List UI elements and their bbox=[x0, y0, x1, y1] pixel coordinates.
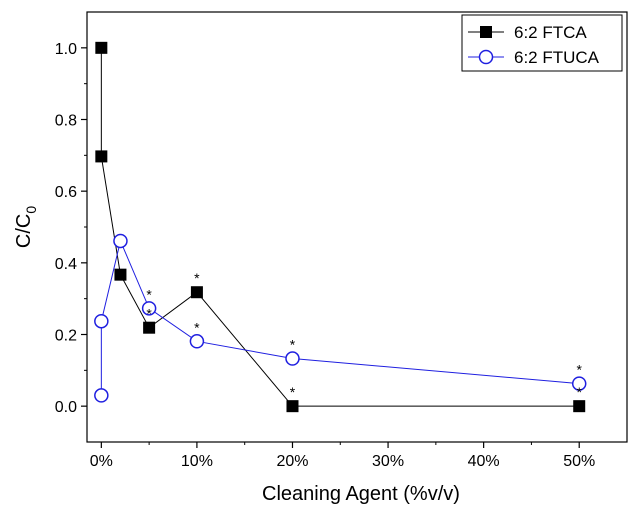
significance-markers: * * * * * * * * bbox=[146, 270, 582, 400]
x-axis-title: Cleaning Agent (%v/v) bbox=[262, 483, 460, 505]
plot-frame bbox=[86, 11, 628, 443]
data-point-circle bbox=[141, 301, 157, 316]
series-line bbox=[100, 239, 580, 396]
y-axis-title-subscript: 0 bbox=[23, 206, 39, 214]
significance-star: * bbox=[146, 306, 152, 322]
data-point-circle bbox=[285, 351, 300, 366]
data-point-circle bbox=[94, 388, 109, 403]
significance-star: * bbox=[576, 362, 582, 378]
x-tick-label: 40% bbox=[468, 453, 500, 470]
data-point-square bbox=[95, 150, 108, 163]
x-tick-label: 50% bbox=[563, 453, 595, 470]
legend-label-ftuca: 6:2 FTUCA bbox=[514, 48, 600, 67]
data-point-square bbox=[114, 268, 127, 281]
significance-star: * bbox=[194, 319, 200, 335]
x-tick-label: 0% bbox=[90, 453, 113, 470]
legend-marker-ftuca bbox=[478, 49, 494, 65]
legend: 6:2 FTCA 6:2 FTUCA bbox=[461, 14, 623, 72]
x-axis: 0% 10% 20% 30% 40% 50% bbox=[90, 442, 595, 470]
series-layer bbox=[94, 41, 587, 413]
legend-marker-ftca bbox=[480, 26, 492, 38]
y-tick-label: 0.6 bbox=[55, 184, 77, 201]
legend-label-ftca: 6:2 FTCA bbox=[514, 23, 587, 42]
y-axis: 0.0 0.2 0.4 0.6 0.8 1.0 bbox=[55, 41, 87, 416]
y-tick-label: 0.4 bbox=[55, 256, 77, 273]
data-point-square bbox=[286, 400, 299, 413]
y-axis-title: C/C0 bbox=[13, 206, 39, 248]
significance-star: * bbox=[146, 286, 152, 302]
significance-star: * bbox=[194, 270, 200, 286]
plot-border bbox=[86, 11, 628, 443]
data-point-square bbox=[143, 321, 156, 334]
x-tick-label: 10% bbox=[181, 453, 213, 470]
y-tick-label: 0.0 bbox=[55, 399, 77, 416]
series-line bbox=[100, 47, 580, 407]
y-axis-title-main: C/C bbox=[13, 214, 35, 248]
data-point-circle bbox=[113, 233, 128, 249]
data-point-square bbox=[573, 400, 586, 413]
data-point-square bbox=[95, 41, 108, 54]
y-tick-label: 1.0 bbox=[55, 41, 77, 58]
y-tick-label: 0.2 bbox=[55, 328, 77, 345]
series-ftuca bbox=[94, 233, 587, 403]
series-ftca bbox=[95, 41, 586, 413]
significance-star: * bbox=[576, 384, 582, 400]
y-tick-label: 0.8 bbox=[55, 113, 77, 130]
data-point-circle bbox=[94, 313, 109, 329]
significance-star: * bbox=[290, 384, 296, 400]
data-point-circle bbox=[571, 376, 587, 391]
x-tick-label: 30% bbox=[372, 453, 404, 470]
data-point-circle bbox=[189, 334, 205, 349]
x-tick-label: 20% bbox=[276, 453, 308, 470]
significance-star: * bbox=[290, 337, 296, 353]
data-point-square bbox=[190, 286, 203, 299]
